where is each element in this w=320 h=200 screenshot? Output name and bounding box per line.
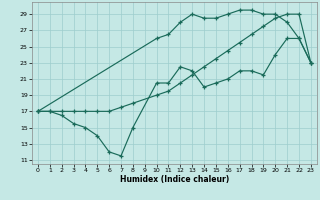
X-axis label: Humidex (Indice chaleur): Humidex (Indice chaleur) xyxy=(120,175,229,184)
